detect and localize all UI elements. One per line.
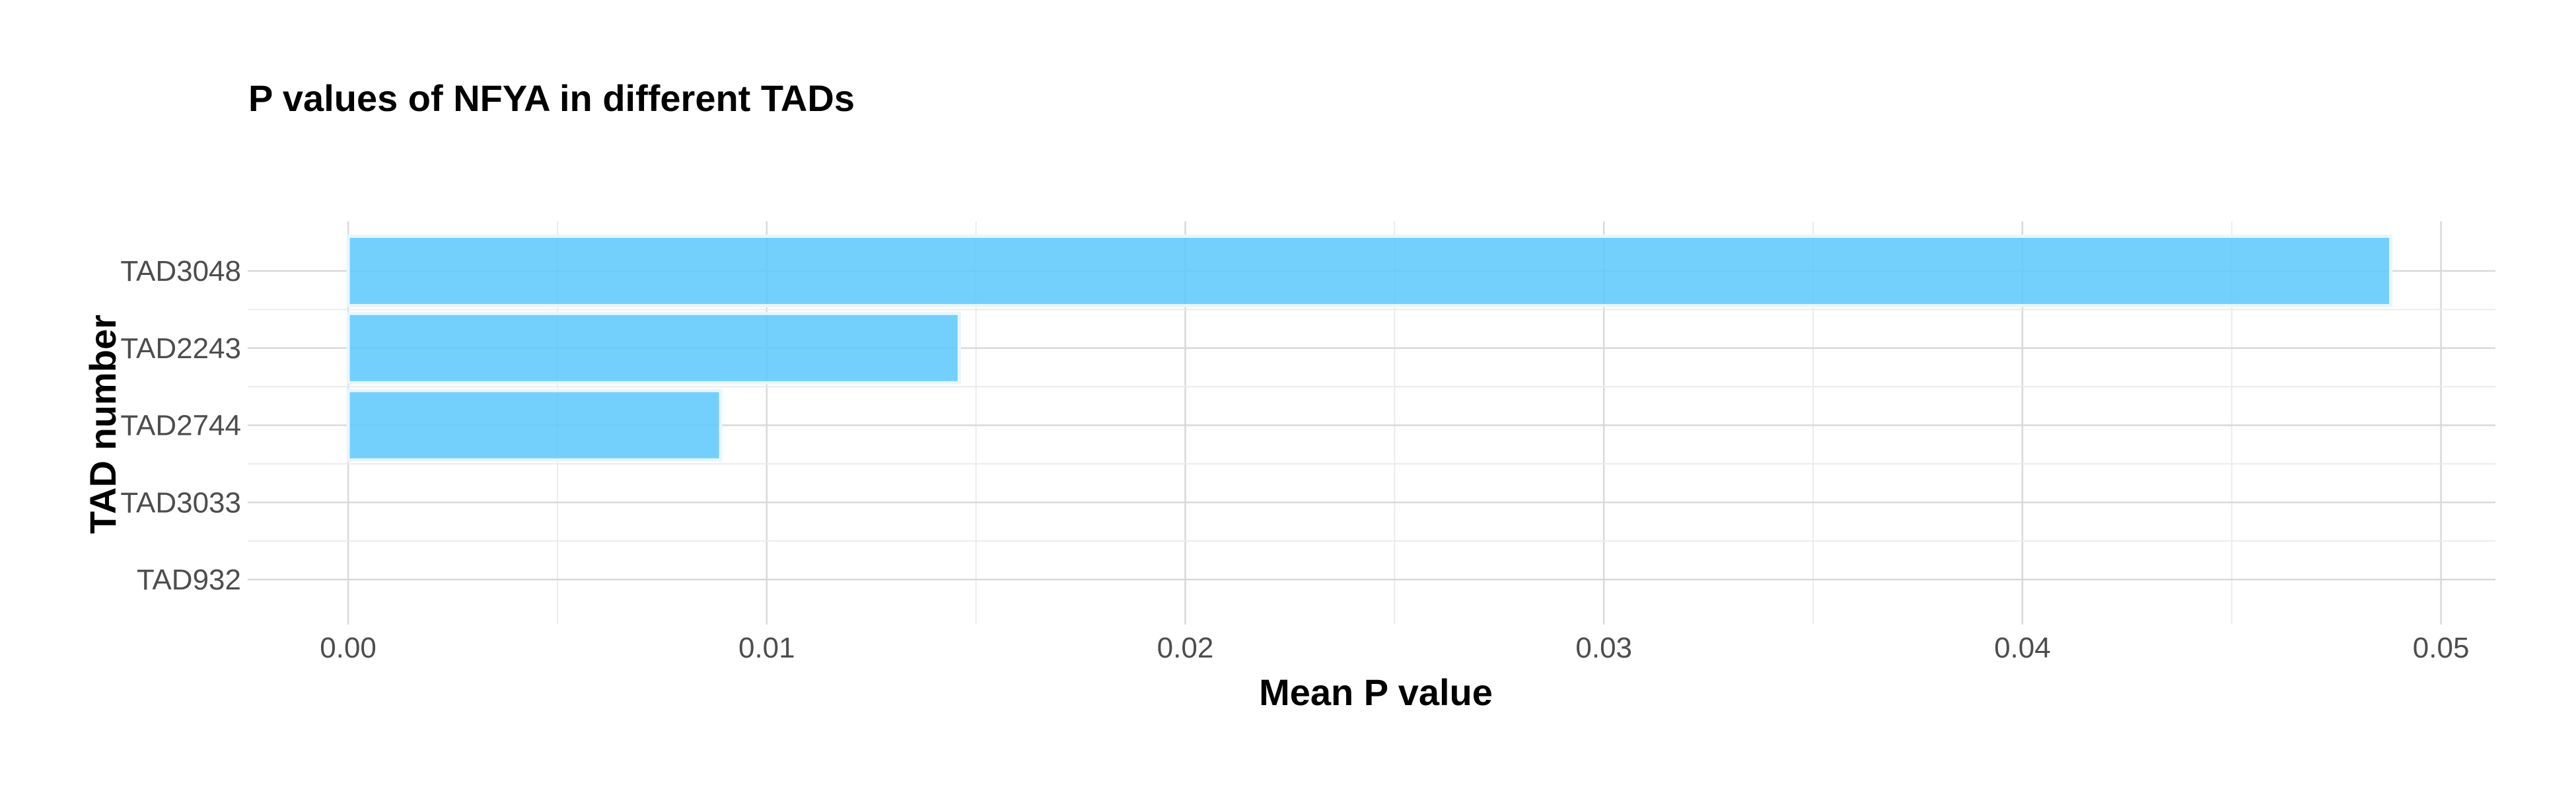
chart-title: P values of NFYA in different TADs (248, 77, 855, 119)
x-tick-labels: 0.00 0.01 0.02 0.03 0.04 0.05 (320, 632, 2469, 664)
bar-tad3048 (346, 234, 2393, 308)
x-tick-label: 0.03 (1575, 632, 1632, 664)
y-tick-label: TAD932 (137, 564, 241, 596)
x-tick-label: 0.02 (1157, 632, 1214, 664)
y-tick-label: TAD2243 (120, 332, 241, 365)
y-tick-label: TAD2744 (120, 410, 241, 442)
y-tick-label: TAD3048 (120, 255, 241, 287)
x-tick-label: 0.00 (320, 632, 376, 664)
bar-tad2243 (346, 311, 961, 385)
x-tick-label: 0.01 (738, 632, 795, 664)
x-tick-label: 0.05 (2413, 632, 2470, 664)
x-tick-label: 0.04 (1994, 632, 2051, 664)
y-tick-label: TAD3033 (120, 486, 241, 519)
x-axis-title: Mean P value (1259, 671, 1493, 713)
bar-layer (346, 234, 2393, 462)
y-axis-title: TAD number (82, 315, 124, 534)
bar-tad2744 (346, 389, 723, 462)
y-tick-labels: TAD3048 TAD2243 TAD2744 TAD3033 TAD932 (120, 255, 241, 596)
